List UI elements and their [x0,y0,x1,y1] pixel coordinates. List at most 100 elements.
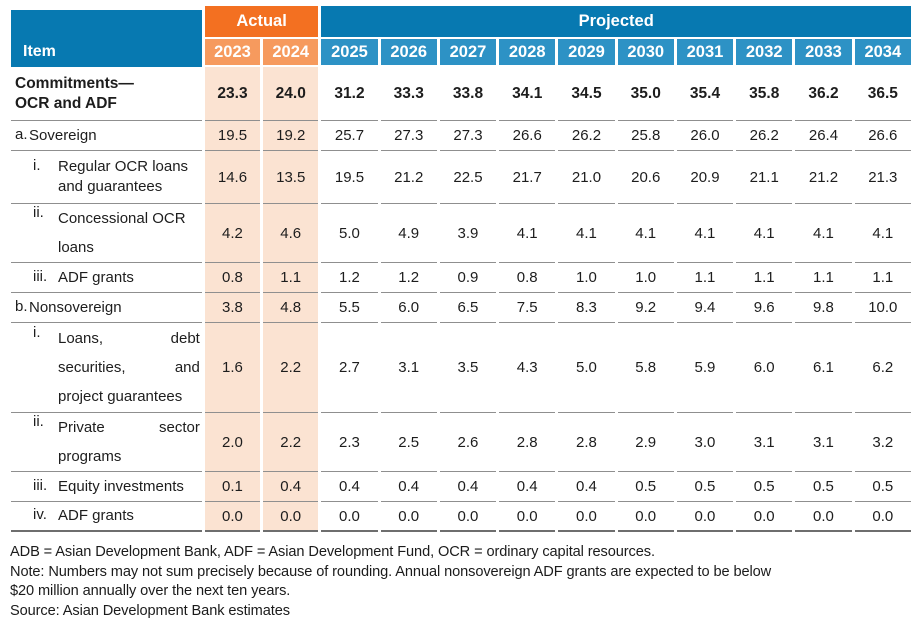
actual-group-header: Actual [204,6,319,39]
value-equity-investments-2025: 0.4 [321,472,378,502]
value-adf-grants-sovereign-2023: 0.8 [204,263,261,293]
value-regular-ocr-loans-and-guarantees-2028: 21.7 [499,151,556,204]
value-regular-ocr-loans-and-guarantees-2032: 21.1 [736,151,793,204]
value-adf-grants-nonsovereign-2026: 0.0 [380,502,437,532]
value-adf-grants-nonsovereign-2025: 0.0 [321,502,378,532]
value-loans-debt-securities-and-project-guarantees-2026: 3.1 [380,323,437,413]
value-commitments-ocr-and-adf-2034: 36.5 [854,67,911,121]
row-label-equity-investments: iii. Equity investments [11,472,202,502]
year-header-2030: 2030 [617,39,674,67]
value-equity-investments-2023: 0.1 [204,472,261,502]
value-equity-investments-2029: 0.4 [558,472,615,502]
value-loans-debt-securities-and-project-guarantees-2025: 2.7 [321,323,378,413]
value-equity-investments-2032: 0.5 [736,472,793,502]
row-label-prefix: iii. [33,267,48,285]
source-note: Source: Asian Development Bank estimates [10,602,290,619]
value-adf-grants-sovereign-2026: 1.2 [380,263,437,293]
value-regular-ocr-loans-and-guarantees-2031: 20.9 [676,151,734,204]
value-concessional-ocr-loans-2024: 4.6 [263,204,319,263]
row-label-prefix: ii. [33,413,44,430]
item-column-header: Item [11,6,202,67]
value-regular-ocr-loans-and-guarantees-2025: 19.5 [321,151,378,204]
value-adf-grants-sovereign-2031: 1.1 [676,263,734,293]
value-loans-debt-securities-and-project-guarantees-2027: 3.5 [439,323,497,413]
value-regular-ocr-loans-and-guarantees-2030: 20.6 [617,151,674,204]
value-adf-grants-sovereign-2024: 1.1 [263,263,319,293]
label-word: and [174,359,200,376]
year-header-2028: 2028 [499,39,556,67]
value-commitments-ocr-and-adf-2029: 34.5 [558,67,615,121]
value-adf-grants-sovereign-2028: 0.8 [499,263,556,293]
value-nonsovereign-2025: 5.5 [321,293,378,323]
row-label-text: Equity investments [58,477,184,495]
year-header-2027: 2027 [439,39,497,67]
value-nonsovereign-2028: 7.5 [499,293,556,323]
value-adf-grants-sovereign-2034: 1.1 [854,263,911,293]
value-sovereign-2028: 26.6 [499,121,556,151]
value-nonsovereign-2024: 4.8 [263,293,319,323]
value-sovereign-2026: 27.3 [380,121,437,151]
value-regular-ocr-loans-and-guarantees-2027: 22.5 [439,151,497,204]
label-word: securities, [58,359,126,376]
value-commitments-ocr-and-adf-2023: 23.3 [204,67,261,121]
row-label-text: Commitments— OCR and ADF [15,74,134,112]
value-commitments-ocr-and-adf-2025: 31.2 [321,67,378,121]
commitments-table: Item Actual Projected 2023 2024 2025 2026 20… [8,6,914,532]
value-concessional-ocr-loans-2030: 4.1 [617,204,674,263]
projected-group-header: Projected [321,6,911,39]
row-label-commitments-ocr-and-adf: Commitments— OCR and ADF [11,67,202,121]
row-label-text: ADF grants [58,268,134,286]
value-concessional-ocr-loans-2025: 5.0 [321,204,378,263]
row-label-regular-ocr-loans-and-guarantees: i. Regular OCR loans and guarantees [11,151,202,204]
value-adf-grants-nonsovereign-2032: 0.0 [736,502,793,532]
value-equity-investments-2033: 0.5 [795,472,852,502]
row-label-adf-grants-nonsovereign: iv. ADF grants [11,502,202,532]
year-header-2033: 2033 [795,39,852,67]
value-regular-ocr-loans-and-guarantees-2034: 21.3 [854,151,911,204]
value-adf-grants-nonsovereign-2033: 0.0 [795,502,852,532]
value-commitments-ocr-and-adf-2033: 36.2 [795,67,852,121]
value-adf-grants-nonsovereign-2027: 0.0 [439,502,497,532]
table-row-private-sector-programs: ii. Private sector programs 2.0 2.2 2.3 2.5 2.6 2… [11,413,911,472]
value-nonsovereign-2027: 6.5 [439,293,497,323]
value-concessional-ocr-loans-2034: 4.1 [854,204,911,263]
value-sovereign-2027: 27.3 [439,121,497,151]
value-equity-investments-2030: 0.5 [617,472,674,502]
value-adf-grants-nonsovereign-2034: 0.0 [854,502,911,532]
value-adf-grants-nonsovereign-2028: 0.0 [499,502,556,532]
value-regular-ocr-loans-and-guarantees-2029: 21.0 [558,151,615,204]
row-label-prefix: b. [15,297,28,315]
value-adf-grants-sovereign-2027: 0.9 [439,263,497,293]
row-label-prefix: a. [15,125,28,143]
table-row-adf-grants-sovereign: iii. ADF grants 0.8 1.1 1.2 1.2 0.9 0.8 1.0 1.0 1.… [11,263,911,293]
value-commitments-ocr-and-adf-2030: 35.0 [617,67,674,121]
table-row-nonsovereign: b. Nonsovereign 3.8 4.8 5.5 6.0 6.5 7.5 8.3 9.2 9.… [11,293,911,323]
value-nonsovereign-2031: 9.4 [676,293,734,323]
row-label-concessional-ocr-loans: ii. Concessional OCR loans [11,204,202,263]
value-sovereign-2023: 19.5 [204,121,261,151]
value-equity-investments-2034: 0.5 [854,472,911,502]
year-header-2032: 2032 [736,39,793,67]
table-row-sovereign: a. Sovereign 19.5 19.2 25.7 27.3 27.3 26.6 26.2 2… [11,121,911,151]
value-equity-investments-2024: 0.4 [263,472,319,502]
value-loans-debt-securities-and-project-guarantees-2032: 6.0 [736,323,793,413]
value-private-sector-programs-2023: 2.0 [204,413,261,472]
value-regular-ocr-loans-and-guarantees-2026: 21.2 [380,151,437,204]
row-label-prefix: iv. [33,506,47,523]
row-label-text: Sovereign [29,126,97,144]
value-commitments-ocr-and-adf-2028: 34.1 [499,67,556,121]
table-row-loans-debt-securities-and-project-guarantees: i. Loans, debt securities, and project guaran… [11,323,911,413]
value-loans-debt-securities-and-project-guarantees-2031: 5.9 [676,323,734,413]
row-label-text: Private sector programs [58,413,202,471]
value-nonsovereign-2034: 10.0 [854,293,911,323]
year-header-2029: 2029 [558,39,615,67]
table-row-adf-grants-nonsovereign: iv. ADF grants 0.0 0.0 0.0 0.0 0.0 0.0 0.0 0.0 0.0… [11,502,911,532]
row-label-private-sector-programs: ii. Private sector programs [11,413,202,472]
value-concessional-ocr-loans-2026: 4.9 [380,204,437,263]
row-label-text: Regular OCR loans and guarantees [58,158,189,195]
value-adf-grants-sovereign-2025: 1.2 [321,263,378,293]
value-private-sector-programs-2033: 3.1 [795,413,852,472]
value-adf-grants-nonsovereign-2023: 0.0 [204,502,261,532]
value-nonsovereign-2030: 9.2 [617,293,674,323]
